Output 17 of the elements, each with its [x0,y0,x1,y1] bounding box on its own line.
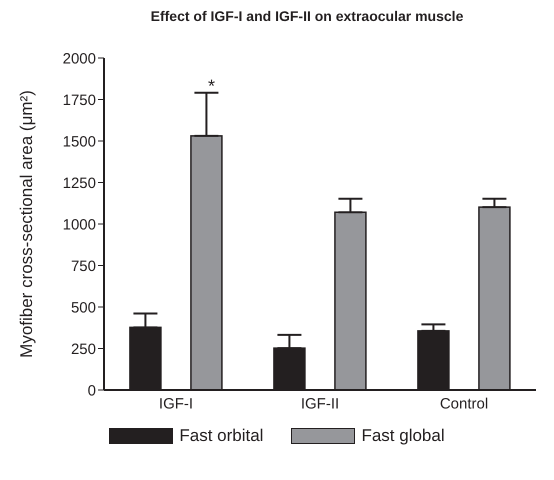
y-tick-label: 250 [70,340,96,358]
x-tick-label: Control [440,396,488,413]
y-tick-label: 2000 [62,50,96,68]
y-tick-label: 1500 [62,133,96,150]
legend-label: Fast orbital [179,426,264,446]
y-tick-label: 1250 [62,174,96,192]
annotation: * [208,76,216,97]
legend-label: Fast global [361,426,445,446]
x-tick-label: IGF-I [158,396,194,413]
y-tick-label: 0 [88,382,96,400]
y-tick-label: 500 [70,299,96,316]
y-axis-title: Myofiber cross-sectional area (μm²) [17,90,36,358]
y-tick-label: 750 [70,258,96,275]
y-tick-label: 1750 [62,92,96,109]
x-tick-label: IGF-II [300,396,340,413]
chart-title: Effect of IGF-I and IGF-II on extraocular muscle [150,8,464,24]
y-tick-label: 1000 [62,216,96,234]
